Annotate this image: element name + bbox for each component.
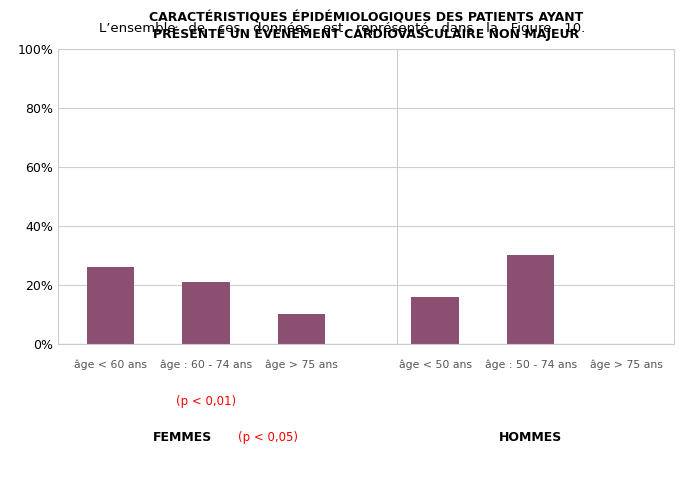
Bar — [411, 297, 459, 344]
Bar — [87, 267, 135, 344]
Text: âge : 50 - 74 ans: âge : 50 - 74 ans — [484, 360, 577, 370]
Text: L’ensemble   de   ces   données   est   représenté   dans   la   Figure   10.: L’ensemble de ces données est représenté… — [99, 22, 585, 35]
Bar — [507, 255, 555, 344]
Bar — [182, 282, 230, 344]
Text: âge > 75 ans: âge > 75 ans — [590, 360, 663, 370]
Text: FEMMES: FEMMES — [153, 431, 212, 443]
Text: âge < 60 ans: âge < 60 ans — [74, 360, 147, 370]
Bar — [278, 314, 326, 344]
Text: âge : 60 - 74 ans: âge : 60 - 74 ans — [160, 360, 252, 370]
Text: âge > 75 ans: âge > 75 ans — [265, 360, 338, 370]
Text: (p < 0,01): (p < 0,01) — [176, 395, 236, 408]
Text: âge < 50 ans: âge < 50 ans — [399, 360, 472, 370]
Title: CARACTÉRISTIQUES ÉPIDÉMIOLOGIQUES DES PATIENTS AYANT
PRÉSENTÉ UN ÉVÈNEMENT CARDI: CARACTÉRISTIQUES ÉPIDÉMIOLOGIQUES DES PA… — [149, 11, 583, 41]
Text: (p < 0,05): (p < 0,05) — [238, 431, 298, 443]
Text: HOMMES: HOMMES — [499, 431, 562, 443]
